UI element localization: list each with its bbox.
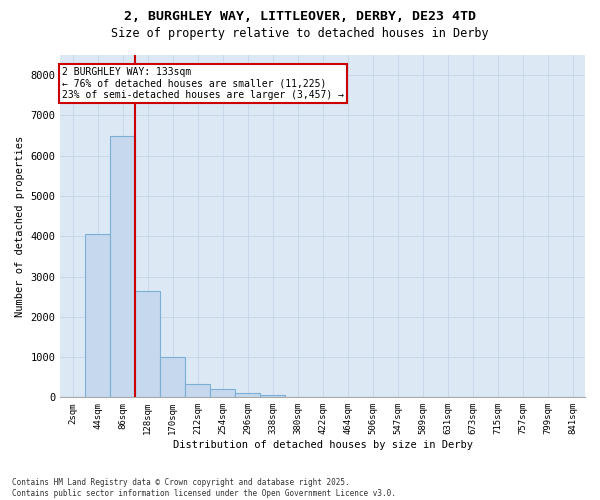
Y-axis label: Number of detached properties: Number of detached properties [15,136,25,317]
Text: Size of property relative to detached houses in Derby: Size of property relative to detached ho… [111,28,489,40]
Bar [110,136,136,398]
Bar [260,396,285,398]
Bar [85,234,110,398]
Text: Contains HM Land Registry data © Crown copyright and database right 2025.
Contai: Contains HM Land Registry data © Crown c… [12,478,396,498]
Text: 2 BURGHLEY WAY: 133sqm
← 76% of detached houses are smaller (11,225)
23% of semi: 2 BURGHLEY WAY: 133sqm ← 76% of detached… [62,67,344,100]
Text: 2, BURGHLEY WAY, LITTLEOVER, DERBY, DE23 4TD: 2, BURGHLEY WAY, LITTLEOVER, DERBY, DE23… [124,10,476,23]
Bar [185,384,210,398]
Bar [160,357,185,398]
Bar [210,390,235,398]
Bar [136,290,160,398]
X-axis label: Distribution of detached houses by size in Derby: Distribution of detached houses by size … [173,440,473,450]
Bar [235,394,260,398]
